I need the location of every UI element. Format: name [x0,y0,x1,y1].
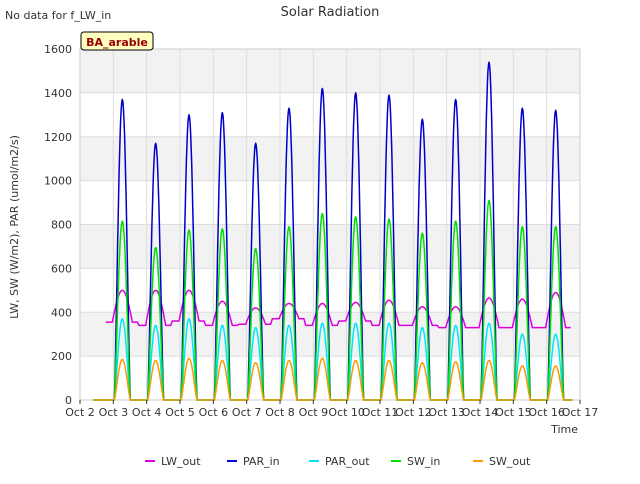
y-tick-label: 800 [51,219,72,232]
x-tick-label: Oct 8 [265,406,295,419]
x-tick-label: Oct 6 [199,406,229,419]
y-tick-label: 0 [65,394,72,407]
x-tick-label: Oct 11 [362,406,399,419]
x-tick-label: Oct 10 [328,406,365,419]
y-axis-label: LW, SW (W/m2), PAR (umol/m2/s) [8,135,21,319]
x-axis-label: Time [550,423,578,436]
x-tick-label: Oct 17 [562,406,599,419]
x-tick-label: Oct 2 [65,406,95,419]
background-band [80,224,580,269]
series-line-SW_out [93,357,573,401]
x-tick-label: Oct 15 [495,406,532,419]
x-tick-label: Oct 3 [99,406,129,419]
x-tick-label: Oct 9 [299,406,329,419]
background-band [80,180,580,225]
legend-label: SW_out [489,455,531,468]
background-band [80,136,580,181]
y-tick-label: 1600 [44,43,72,56]
legend-label: PAR_in [243,455,280,468]
site-badge-box [80,31,154,51]
x-tick-label: Oct 7 [232,406,262,419]
x-tick-label: Oct 12 [395,406,432,419]
legend-label: SW_in [407,455,440,468]
y-axis-ticks: 0 200 400 600 800 1000 1200 1400 1600 [44,43,72,407]
x-tick-label: Oct 5 [165,406,195,419]
x-axis-ticks: Oct 2 Oct 3 Oct 4 Oct 5 Oct 6 Oct 7 Oct 8 Oct 9… [65,400,598,419]
x-tick-label: Oct 4 [132,406,162,419]
x-tick-label: Oct 14 [462,406,499,419]
y-tick-label: 1000 [44,175,72,188]
legend: LW_out PAR_in PAR_out SW_in SW_out [145,455,531,468]
y-tick-label: 400 [51,306,72,319]
no-data-note: No data for f_LW_in [5,9,111,22]
background-band [80,92,580,137]
background-band [80,49,580,93]
chart-title: Solar Radiation [281,5,380,20]
x-tick-label: Oct 16 [528,406,565,419]
background-band [80,268,580,313]
y-tick-label: 1200 [44,131,72,144]
y-tick-label: 200 [51,350,72,363]
y-tick-label: 600 [51,262,72,275]
site-badge-label: BA_arable [86,36,148,49]
series-lines [93,61,573,401]
legend-label: PAR_out [325,455,370,468]
x-tick-label: Oct 13 [428,406,465,419]
y-tick-label: 1400 [44,87,72,100]
legend-label: LW_out [161,455,201,468]
